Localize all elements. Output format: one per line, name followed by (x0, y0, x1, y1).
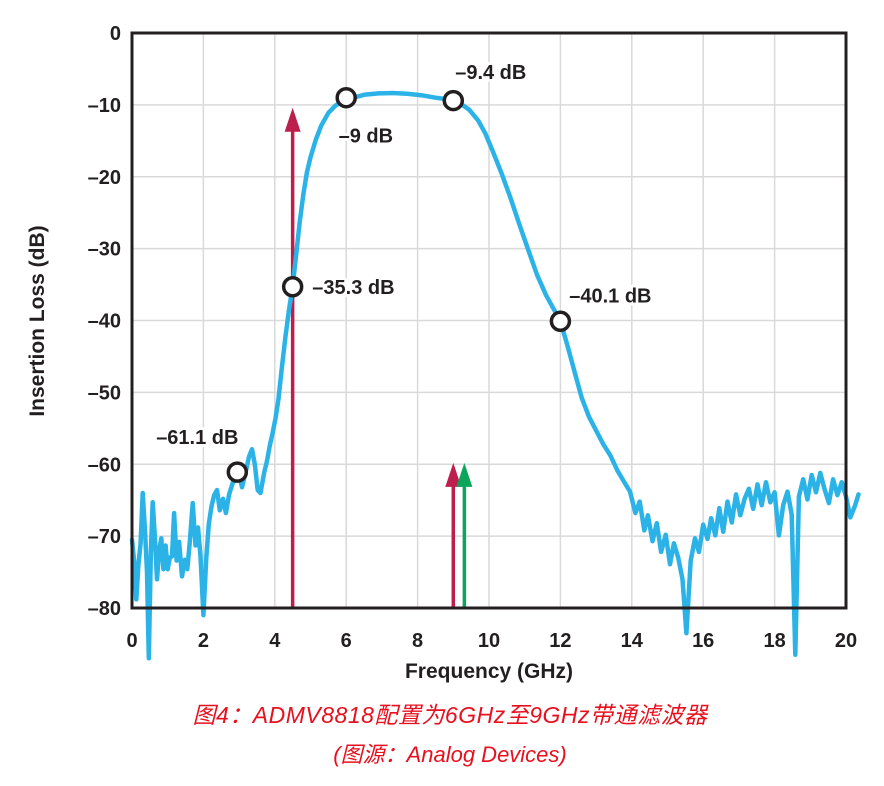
x-tick-label: 18 (763, 630, 785, 652)
insertion-loss-curve (129, 90, 861, 661)
y-tick-label: 0 (110, 23, 121, 45)
x-tick-label: 4 (269, 630, 281, 652)
frequency-marker-arrows (284, 107, 473, 607)
data-point-markers (226, 86, 572, 483)
marker-point (335, 86, 357, 109)
x-tick-label: 12 (549, 630, 571, 652)
annotation-labels: –61.1 dB –35.3 dB –9 dB –9.4 dB –40.1 dB (153, 59, 654, 452)
point-value-label: –9 dB (339, 125, 393, 147)
y-axis-title: Insertion Loss (dB) (26, 225, 49, 416)
point-value-label: –40.1 dB (569, 286, 651, 308)
x-tick-label: 0 (126, 630, 137, 652)
x-tick-label: 2 (198, 630, 209, 652)
y-tick-label: –20 (88, 167, 121, 189)
x-tick-label: 8 (412, 630, 423, 652)
marker-point (226, 461, 249, 483)
marker-point (281, 275, 304, 298)
tick-labels: 0 2 4 6 8 10 12 14 16 18 20 0 –10 –20 –30 –40 –50 –60 –70 –… (88, 23, 858, 652)
x-tick-label: 14 (621, 630, 644, 652)
y-tick-label: –40 (88, 311, 121, 333)
insertion-loss-trace (129, 90, 861, 661)
y-tick-label: –30 (88, 239, 121, 261)
red-arrow-9ghz-head (445, 462, 462, 487)
grid (132, 33, 846, 608)
figure-source: (图源：Analog Devices) (333, 742, 567, 767)
marker-point (442, 89, 465, 112)
x-axis-title: Frequency (GHz) (405, 660, 573, 683)
figure-caption: 图4：ADMV8818配置为6GHz至9GHz带通滤波器 (192, 702, 708, 728)
x-tick-label: 6 (341, 630, 352, 652)
y-tick-label: –70 (88, 526, 121, 548)
x-tick-label: 10 (478, 630, 500, 652)
figure: 0 2 4 6 8 10 12 14 16 18 20 0 –10 –20 –30 –40 –50 –60 –70 –… (26, 23, 861, 683)
plot-frame (130, 31, 848, 610)
x-tick-label: 16 (692, 630, 714, 652)
point-value-label: –61.1 dB (156, 427, 238, 449)
plot-border (130, 31, 848, 610)
y-tick-label: –10 (88, 95, 121, 117)
point-value-label: –35.3 dB (312, 277, 394, 299)
marker-point (549, 310, 572, 332)
y-tick-label: –50 (88, 382, 121, 404)
green-arrow-9_3ghz-head (456, 462, 473, 487)
x-tick-label: 20 (835, 630, 857, 652)
y-tick-label: –80 (88, 598, 121, 620)
point-value-label: –9.4 dB (455, 62, 526, 84)
y-tick-label: –60 (88, 454, 121, 476)
insertion-loss-chart: 0 2 4 6 8 10 12 14 16 18 20 0 –10 –20 –30 –40 –50 –60 –70 –… (26, 23, 861, 683)
red-arrow-4_5ghz-head (284, 107, 301, 132)
